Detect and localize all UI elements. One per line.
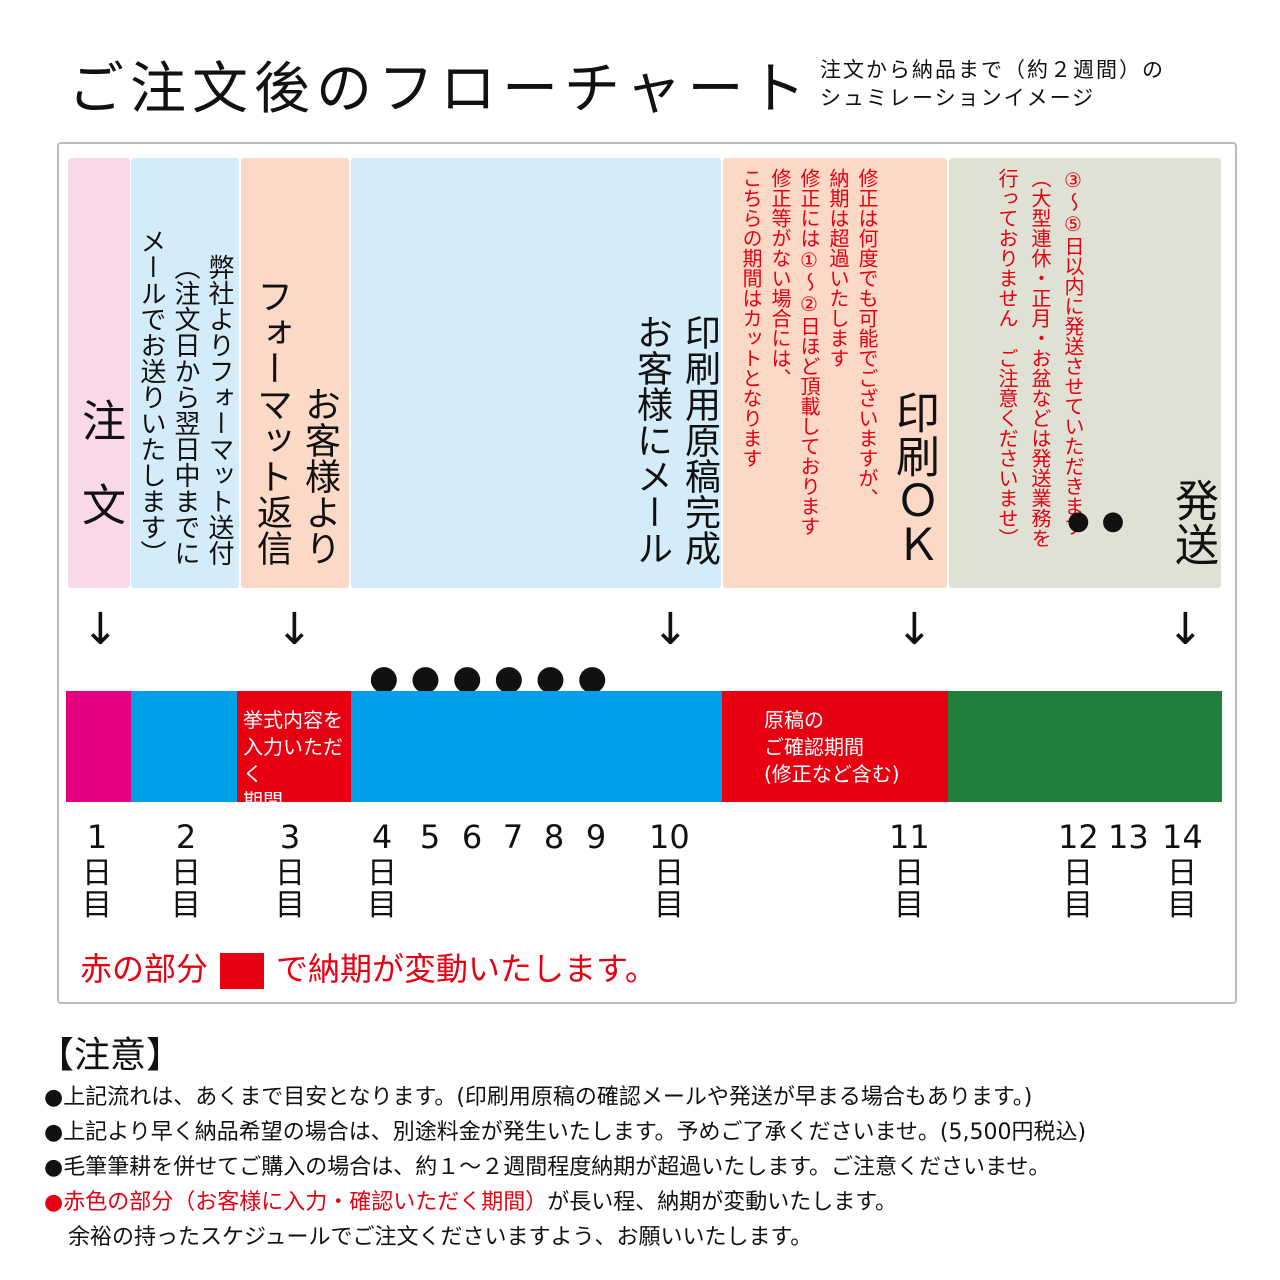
caution-item: ●上記流れは、あくまで目安となります。(印刷用原稿の確認メールや発送が早まる場合… <box>44 1085 1033 1110</box>
text: が長い程、納期が変動いたします。 <box>547 1190 898 1215</box>
day-number: 9 <box>585 818 607 856</box>
caution-item: ●赤色の部分（お客様に入力・確認いただく期間）が長い程、納期が変動いたします。 <box>44 1184 897 1216</box>
text-line: メールでお送りいたします） <box>136 228 166 566</box>
day-suffix-char: 日 <box>654 856 684 891</box>
day-number: 12 <box>1058 818 1099 856</box>
step-print-ok: 印刷ＯＫ 修正は何度でも可能でございますが、 納期は超過いたします 修正には①～… <box>723 158 947 588</box>
bar-segment-input: 挙式内容を 入力いただく 期間 <box>237 691 351 813</box>
day-suffix: 日目 <box>889 858 929 922</box>
step-format-send: 弊社よりフォーマット送付 （注文日から翌日中までに メールでお送りいたします） <box>131 158 239 588</box>
arrow-down-icon: ↓ <box>652 604 689 655</box>
step-order-label: 注文 <box>74 398 125 566</box>
arrow-down-icon: ↓ <box>1167 604 1204 655</box>
caution-heading: 【注意】 <box>38 1035 183 1076</box>
text-line: 納期は超過いたします <box>826 168 850 368</box>
red-text: 赤色の部分（お客様に入力・確認いただく期間） <box>63 1190 548 1215</box>
text-line: 修正等がない場合には、 <box>768 168 792 388</box>
bar-segment-proof <box>351 691 722 802</box>
text-line: こちらの期間はカットとなります <box>739 168 763 468</box>
caution-item: ●上記より早く納品希望の場合は、別途料金が発生いたします。予めご了承くださいませ… <box>44 1120 1087 1145</box>
day-number: 8 <box>543 818 565 856</box>
day-number: 1 <box>86 818 108 856</box>
text-line: （大型連休・正月・お盆などは発送業務を <box>1028 168 1052 548</box>
day-suffix-char: 目 <box>894 888 924 923</box>
note-text: 赤の部分 <box>80 950 209 988</box>
day-suffix-char: 目 <box>82 888 112 923</box>
text-line: 弊社よりフォーマット送付 <box>204 254 234 566</box>
day-number: 7 <box>502 818 524 856</box>
day-number: 6 <box>461 818 483 856</box>
subtitle-line: 注文から納品まで（約２週間）の <box>820 58 1165 82</box>
day-suffix: 日目 <box>270 858 310 922</box>
day-suffix-char: 日 <box>171 856 201 891</box>
day-suffix-char: 目 <box>1167 888 1197 923</box>
bar-segment-format <box>131 691 237 802</box>
caution-item: ●毛筆筆耕を併せてご購入の場合は、約１～２週間程度納期が超過いたします。ご注意く… <box>44 1155 1051 1180</box>
text-line: 行っておりません ご注意くださいませ） <box>995 168 1019 548</box>
caution-item: 余裕の持ったスケジュールでご注文くださいますよう、お願いいたします。 <box>68 1225 813 1250</box>
day-suffix: 日目 <box>649 858 689 922</box>
day-suffix-char: 目 <box>654 888 684 923</box>
text-line: （注文日から翌日中までに <box>170 254 200 566</box>
day-number: 11 <box>889 818 930 856</box>
text-line: フォーマット返信 <box>251 278 292 566</box>
day-suffix: 日目 <box>362 858 402 922</box>
text-line: お客様にメール <box>631 314 672 566</box>
day-number: 10 <box>649 818 690 856</box>
legend-note: 赤の部分 で納期が変動いたします。 <box>80 944 657 990</box>
day-suffix-char: 日 <box>1063 856 1093 891</box>
flowchart-frame <box>57 142 1237 1004</box>
day-number: 3 <box>279 818 301 856</box>
step-format-reply: お客様より フォーマット返信 <box>241 158 349 588</box>
day-suffix: 日目 <box>1058 858 1098 922</box>
bar-segment-confirm: 原稿の ご確認期間 (修正など含む) <box>722 691 948 802</box>
shipping-title: 発送 <box>1167 478 1218 566</box>
text-line: 印刷用原稿完成 <box>679 314 720 566</box>
day-number: 4 <box>371 818 393 856</box>
day-suffix: 日目 <box>1162 858 1202 922</box>
day-number: 13 <box>1108 818 1149 856</box>
day-suffix-char: 日 <box>275 856 305 891</box>
day-number: 5 <box>419 818 441 856</box>
note-text: で納期が変動いたします。 <box>276 950 657 988</box>
step-proof-complete: 印刷用原稿完成 お客様にメール ●●●●●● <box>351 158 721 698</box>
day-suffix-char: 目 <box>367 888 397 923</box>
bar-segment-ship <box>948 691 1222 802</box>
day-suffix: 日目 <box>77 858 117 922</box>
text-line: 修正には①～②日ほど頂載しております <box>797 168 821 536</box>
day-suffix-char: 目 <box>1063 888 1093 923</box>
step-shipping: 発送 ③～⑤日以内に発送させていただきます （大型連休・正月・お盆などは発送業務… <box>949 158 1221 588</box>
bar-segment-order <box>66 691 131 802</box>
red-swatch <box>220 953 265 989</box>
arrow-down-icon: ↓ <box>82 604 119 655</box>
dots: ●● <box>1067 506 1137 536</box>
text-line: お客様より <box>299 386 340 566</box>
subtitle-line: シュミレーションイメージ <box>820 86 1096 110</box>
day-suffix-char: 日 <box>82 856 112 891</box>
day-number: 14 <box>1162 818 1203 856</box>
day-suffix-char: 日 <box>1167 856 1197 891</box>
day-suffix-char: 日 <box>367 856 397 891</box>
print-ok-title: 印刷ＯＫ <box>888 390 939 566</box>
day-number: 2 <box>175 818 197 856</box>
arrow-down-icon: ↓ <box>896 604 933 655</box>
text-line: ③～⑤日以内に発送させていただきます <box>1061 168 1085 536</box>
text-line: 修正は何度でも可能でございますが、 <box>855 168 879 508</box>
day-suffix-char: 目 <box>171 888 201 923</box>
day-suffix-char: 日 <box>894 856 924 891</box>
page-title: ご注文後のフローチャート <box>68 57 812 122</box>
day-suffix: 日目 <box>166 858 206 922</box>
arrow-down-icon: ↓ <box>276 604 313 655</box>
day-suffix-char: 目 <box>275 888 305 923</box>
bullet: ● <box>44 1190 64 1215</box>
subtitle: 注文から納品まで（約２週間）の シュミレーションイメージ <box>820 56 1165 112</box>
step-order: 注文 <box>68 158 130 588</box>
